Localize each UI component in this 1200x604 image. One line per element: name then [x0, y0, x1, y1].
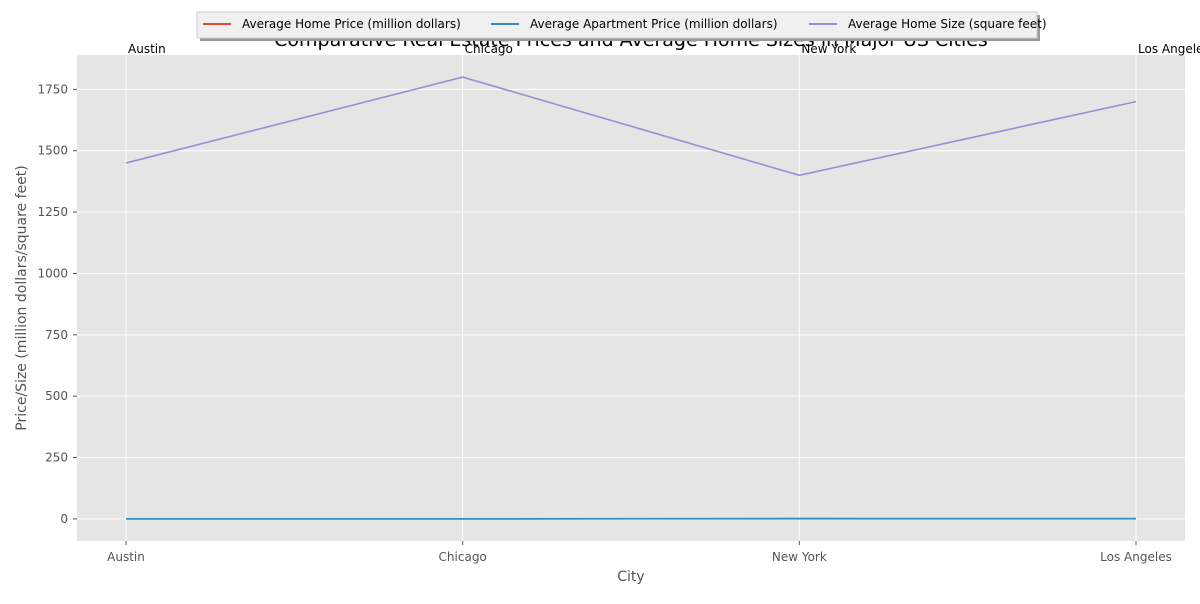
- point-label: Los Angeles: [1138, 42, 1200, 56]
- y-tick-label: 0: [60, 512, 68, 526]
- legend-label-2: Average Apartment Price (million dollars…: [530, 17, 778, 31]
- x-axis-title: City: [617, 569, 644, 585]
- point-label: Austin: [128, 42, 166, 56]
- legend-label-1: Average Home Price (million dollars): [242, 17, 461, 31]
- x-tick-label: Los Angeles: [1100, 550, 1172, 564]
- x-tick-label: Austin: [107, 550, 145, 564]
- y-tick-label: 1000: [37, 266, 68, 280]
- y-axis-title: Price/Size (million dollars/square feet): [14, 165, 30, 430]
- x-tick-label: New York: [772, 550, 827, 564]
- y-tick-label: 250: [45, 451, 68, 465]
- y-tick-label: 500: [45, 389, 68, 403]
- x-tick-label: Chicago: [439, 550, 487, 564]
- legend: Average Home Price (million dollars) Aver…: [197, 12, 1047, 41]
- legend-items: Average Home Price (million dollars) Aver…: [203, 17, 1047, 31]
- y-tick-label: 1750: [37, 82, 68, 96]
- y-tick-label: 1250: [37, 205, 68, 219]
- y-tick-label: 1500: [37, 144, 68, 158]
- legend-label-3: Average Home Size (square feet): [848, 17, 1047, 31]
- y-tick-label: 750: [45, 328, 68, 342]
